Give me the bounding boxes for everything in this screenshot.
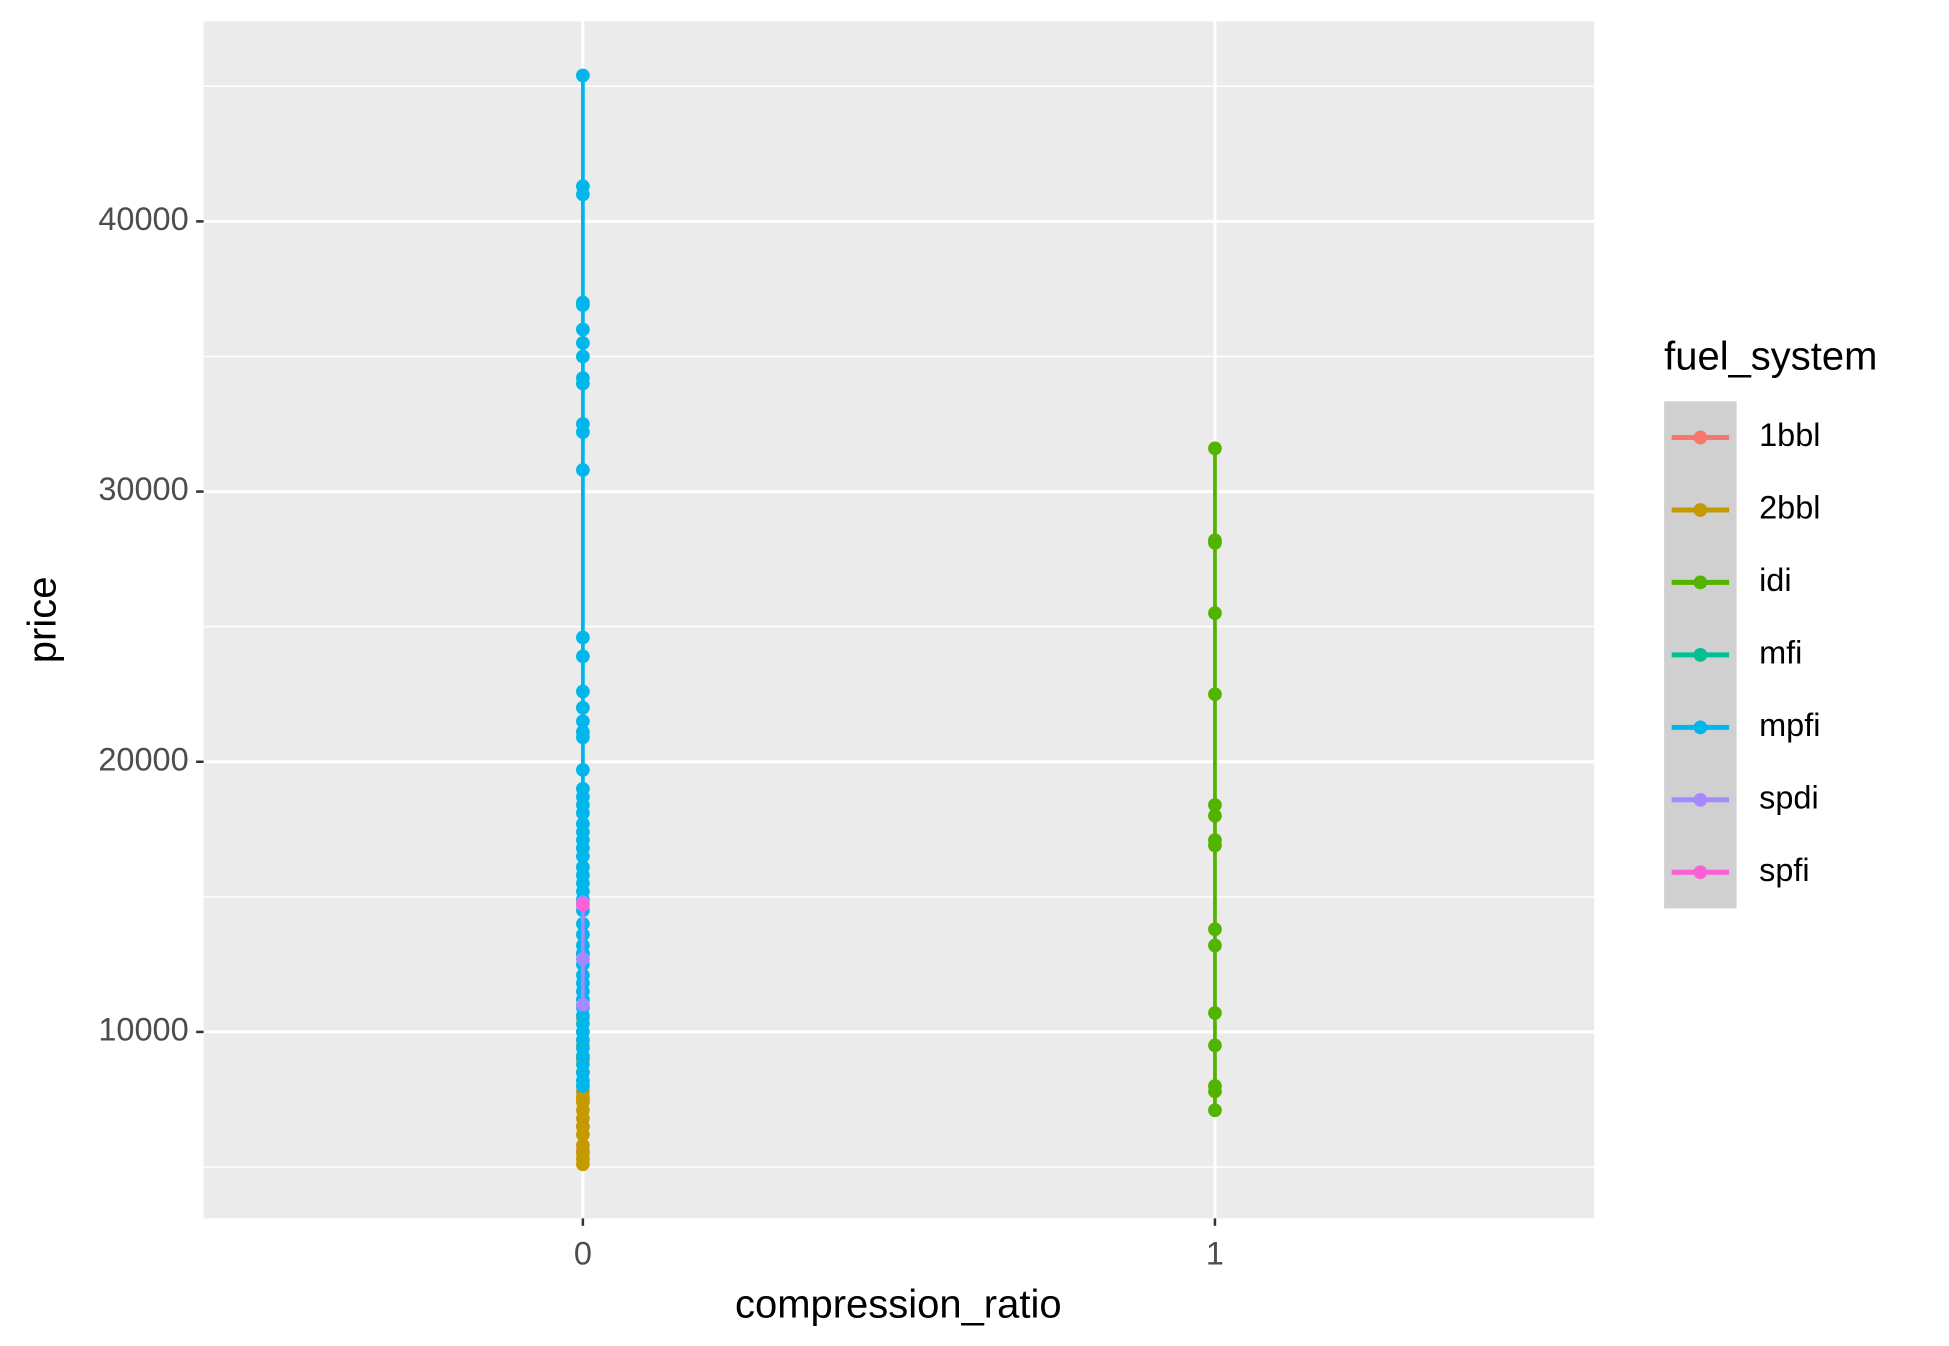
point xyxy=(576,417,590,431)
legend-key-point xyxy=(1693,575,1708,590)
point xyxy=(576,68,590,83)
legend-key-point xyxy=(1693,792,1708,807)
legend-label: mpfi xyxy=(1759,707,1820,743)
marks xyxy=(576,68,1222,1172)
point xyxy=(1208,798,1222,812)
point xyxy=(576,322,590,337)
legend-key-point xyxy=(1693,720,1708,735)
point xyxy=(1208,687,1222,702)
point xyxy=(1208,808,1222,823)
legend-label: 2bbl xyxy=(1759,490,1820,526)
y-tick-label: 30000 xyxy=(98,471,188,507)
legend-key-point xyxy=(1693,865,1708,880)
legend-label: idi xyxy=(1759,562,1792,598)
point xyxy=(1208,441,1222,456)
point xyxy=(576,952,590,966)
y-tick-label: 10000 xyxy=(98,1012,188,1048)
point xyxy=(576,649,590,664)
point xyxy=(1208,922,1222,937)
point xyxy=(576,998,590,1012)
legend-key-point xyxy=(1693,503,1708,517)
point xyxy=(576,700,590,715)
point xyxy=(1208,533,1222,548)
point xyxy=(576,336,590,350)
point xyxy=(1208,1103,1222,1118)
point xyxy=(576,781,590,796)
legend-label: 1bbl xyxy=(1759,417,1820,453)
legend: 1bbl 2bbl idi mfi mpfi spdi spfi xyxy=(1664,401,1820,909)
legend-label: spfi xyxy=(1759,852,1810,888)
x-tick-label: 1 xyxy=(1206,1235,1224,1271)
x-axis-label: compression_ratio xyxy=(735,1283,1062,1327)
y-tick-label: 40000 xyxy=(98,201,188,237)
panel xyxy=(203,21,1595,1219)
point xyxy=(576,179,590,194)
point xyxy=(576,860,590,874)
legend-title: fuel_system xyxy=(1664,334,1877,378)
point xyxy=(1208,1038,1222,1053)
point xyxy=(576,1138,590,1153)
point xyxy=(1208,606,1222,621)
point xyxy=(576,898,590,912)
legend-label: spdi xyxy=(1759,779,1819,815)
point xyxy=(1208,833,1222,847)
point xyxy=(1208,1079,1222,1093)
point xyxy=(576,817,590,831)
point xyxy=(576,762,590,777)
point xyxy=(576,463,590,477)
y-axis-label: price xyxy=(21,577,65,664)
point xyxy=(576,630,590,645)
legend-label: mfi xyxy=(1759,634,1802,670)
point xyxy=(1208,938,1222,953)
point xyxy=(576,349,590,364)
point xyxy=(1208,1006,1222,1020)
legend-key-point xyxy=(1693,430,1708,445)
point xyxy=(576,295,590,310)
y-tick-label: 20000 xyxy=(98,741,188,777)
point xyxy=(576,684,590,699)
point xyxy=(576,714,590,729)
legend-key-point xyxy=(1693,648,1708,662)
point xyxy=(576,371,590,385)
point xyxy=(576,725,590,739)
x-tick-label: 0 xyxy=(574,1235,592,1271)
